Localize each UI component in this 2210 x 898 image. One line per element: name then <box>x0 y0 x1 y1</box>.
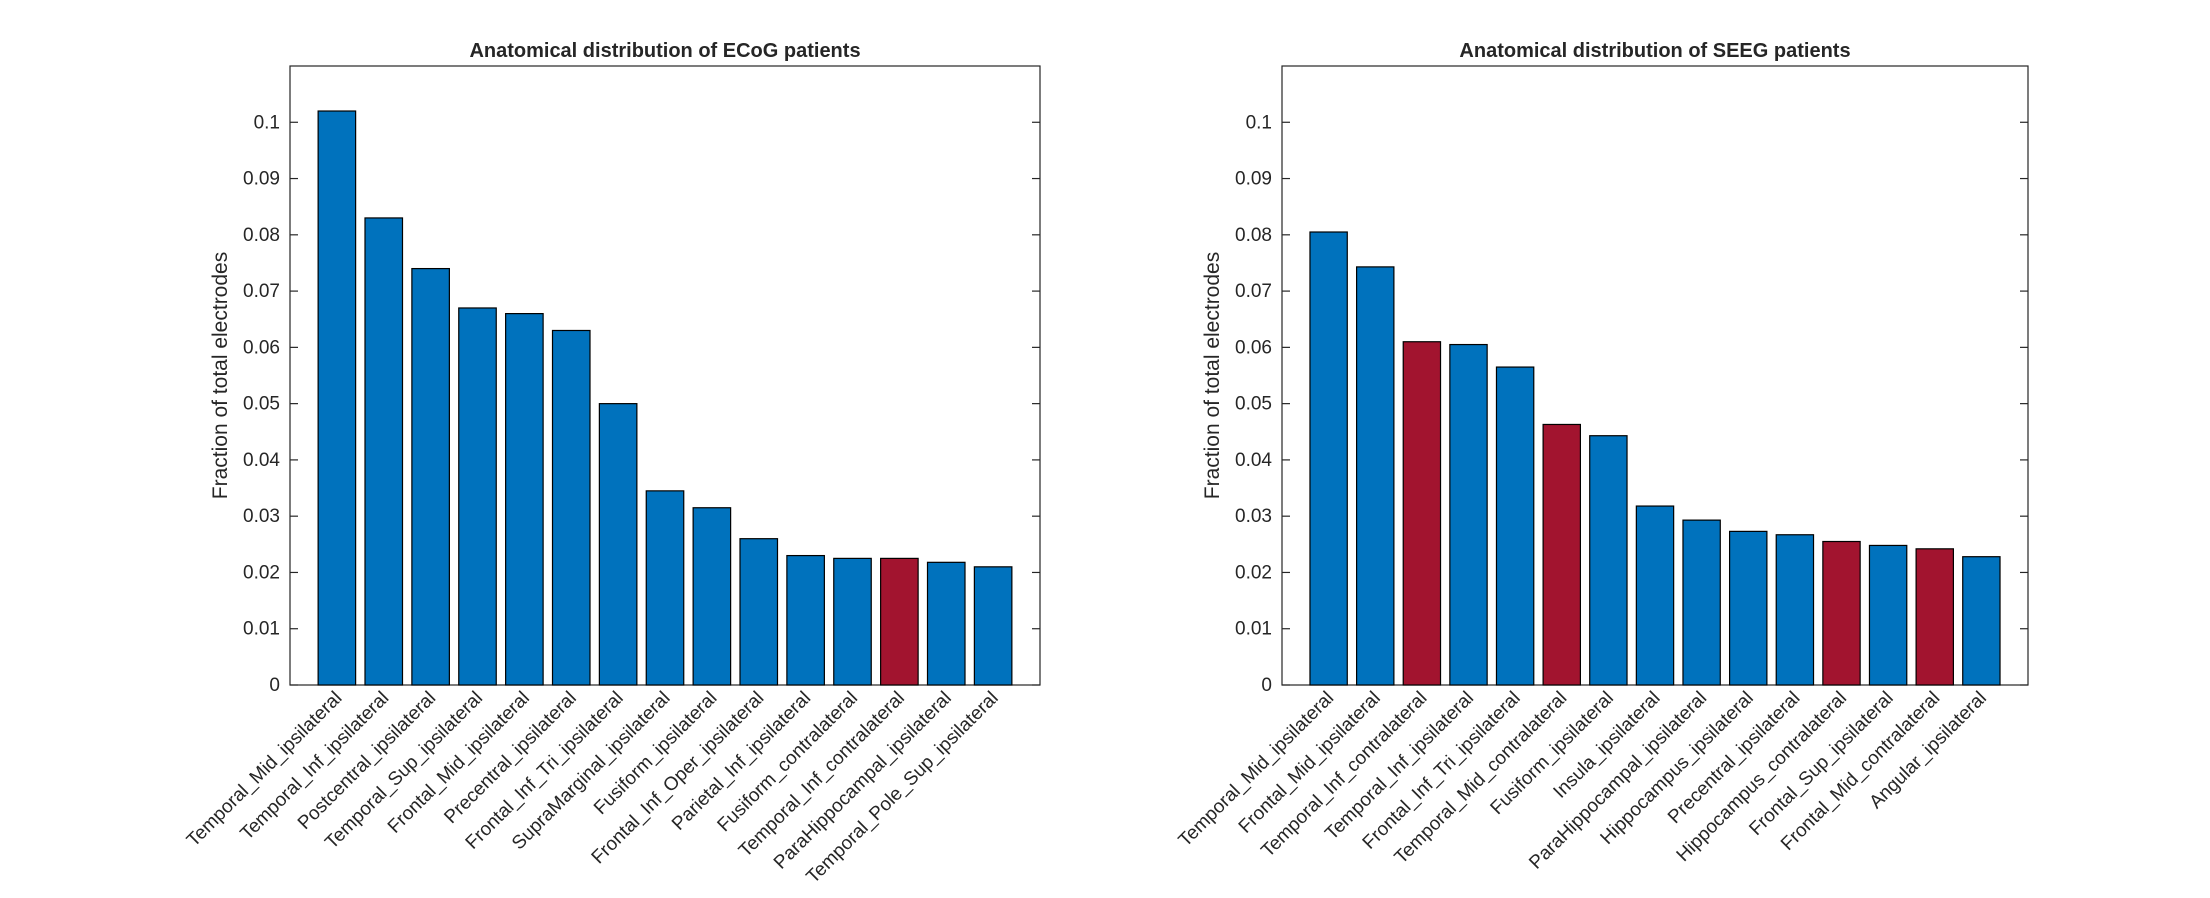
seeg-y-axis-label: Fraction of total electrodes <box>1201 252 1224 499</box>
ecog-bar <box>926 561 966 686</box>
ecog-y-tick-label: 0.07 <box>243 281 280 302</box>
seeg-y-axis: 0 0.01 0.02 0.03 0.04 0.05 0.06 0.07 0.08 0.09 0.1 <box>1235 112 2028 696</box>
ecog-x-axis-labels: Temporal_Mid_ipsilateralTemporal_Inf_ips… <box>183 688 1003 888</box>
seeg-bar <box>1542 423 1581 686</box>
ecog-bar <box>411 267 450 686</box>
seeg-x-axis-labels: Temporal_Mid_ipsilateralFrontal_Mid_ipsi… <box>1175 688 1991 874</box>
seeg-y-tick-label: 0.1 <box>1246 112 1272 133</box>
ecog-y-axis-label: Fraction of total electrodes <box>209 252 232 499</box>
seeg-y-tick-label: 0.08 <box>1235 225 1272 246</box>
seeg-bar <box>1355 266 1395 686</box>
ecog-bar <box>645 490 685 686</box>
ecog-y-axis: 0 0.01 0.02 0.03 0.04 0.05 0.06 0.07 0.08 0.09 0.1 <box>243 112 1040 696</box>
ecog-chart: Anatomical distribution of ECoG patients… <box>183 40 1041 888</box>
seeg-bar <box>1309 231 1348 686</box>
ecog-bar <box>739 538 779 686</box>
ecog-y-tick-label: 0.04 <box>243 450 280 471</box>
seeg-bars <box>1309 231 2001 686</box>
ecog-y-tick-label: 0.05 <box>243 394 280 415</box>
seeg-bar <box>1915 548 1954 686</box>
seeg-bar <box>1728 530 1768 686</box>
seeg-bar <box>1962 556 2001 686</box>
ecog-y-tick-label: 0 <box>269 675 280 696</box>
seeg-y-tick-label: 0.01 <box>1235 619 1272 640</box>
seeg-y-tick-label: 0.04 <box>1235 450 1272 471</box>
seeg-y-tick-label: 0.06 <box>1235 337 1272 358</box>
ecog-y-tick-label: 0.09 <box>243 169 280 190</box>
seeg-y-tick-label: 0.03 <box>1235 506 1272 527</box>
ecog-bar <box>505 313 544 686</box>
ecog-bar <box>880 557 919 686</box>
seeg-bar <box>1822 540 1861 686</box>
ecog-chart-title: Anatomical distribution of ECoG patients <box>469 40 860 62</box>
ecog-y-tick-label: 0.06 <box>243 337 280 358</box>
seeg-bar <box>1775 534 1815 686</box>
ecog-bar <box>364 217 404 686</box>
ecog-bar <box>833 557 872 686</box>
seeg-bar <box>1635 505 1675 686</box>
ecog-y-tick-label: 0.01 <box>243 619 280 640</box>
ecog-bar <box>551 329 591 686</box>
ecog-bar <box>458 307 497 686</box>
seeg-bar <box>1495 366 1535 686</box>
seeg-y-tick-label: 0.07 <box>1235 281 1272 302</box>
seeg-bar <box>1682 519 1721 686</box>
ecog-y-tick-label: 0.08 <box>243 225 280 246</box>
seeg-bar <box>1449 343 1488 686</box>
ecog-bar <box>598 403 638 686</box>
seeg-y-tick-label: 0 <box>1261 675 1272 696</box>
ecog-bar <box>973 566 1013 686</box>
ecog-bar <box>786 554 825 686</box>
seeg-y-tick-label: 0.09 <box>1235 169 1272 190</box>
ecog-bars <box>317 110 1013 686</box>
ecog-bar <box>317 110 357 686</box>
seeg-bar <box>1402 341 1442 686</box>
ecog-y-tick-label: 0.1 <box>254 112 280 133</box>
seeg-bar <box>1589 435 1628 686</box>
seeg-y-tick-label: 0.02 <box>1235 562 1272 583</box>
seeg-bar <box>1868 544 1908 686</box>
ecog-bar <box>692 507 732 686</box>
ecog-y-tick-label: 0.03 <box>243 506 280 527</box>
seeg-y-tick-label: 0.05 <box>1235 394 1272 415</box>
seeg-chart: Anatomical distribution of SEEG patients… <box>1175 40 2029 874</box>
ecog-y-tick-label: 0.02 <box>243 562 280 583</box>
seeg-chart-title: Anatomical distribution of SEEG patients <box>1459 40 1850 62</box>
